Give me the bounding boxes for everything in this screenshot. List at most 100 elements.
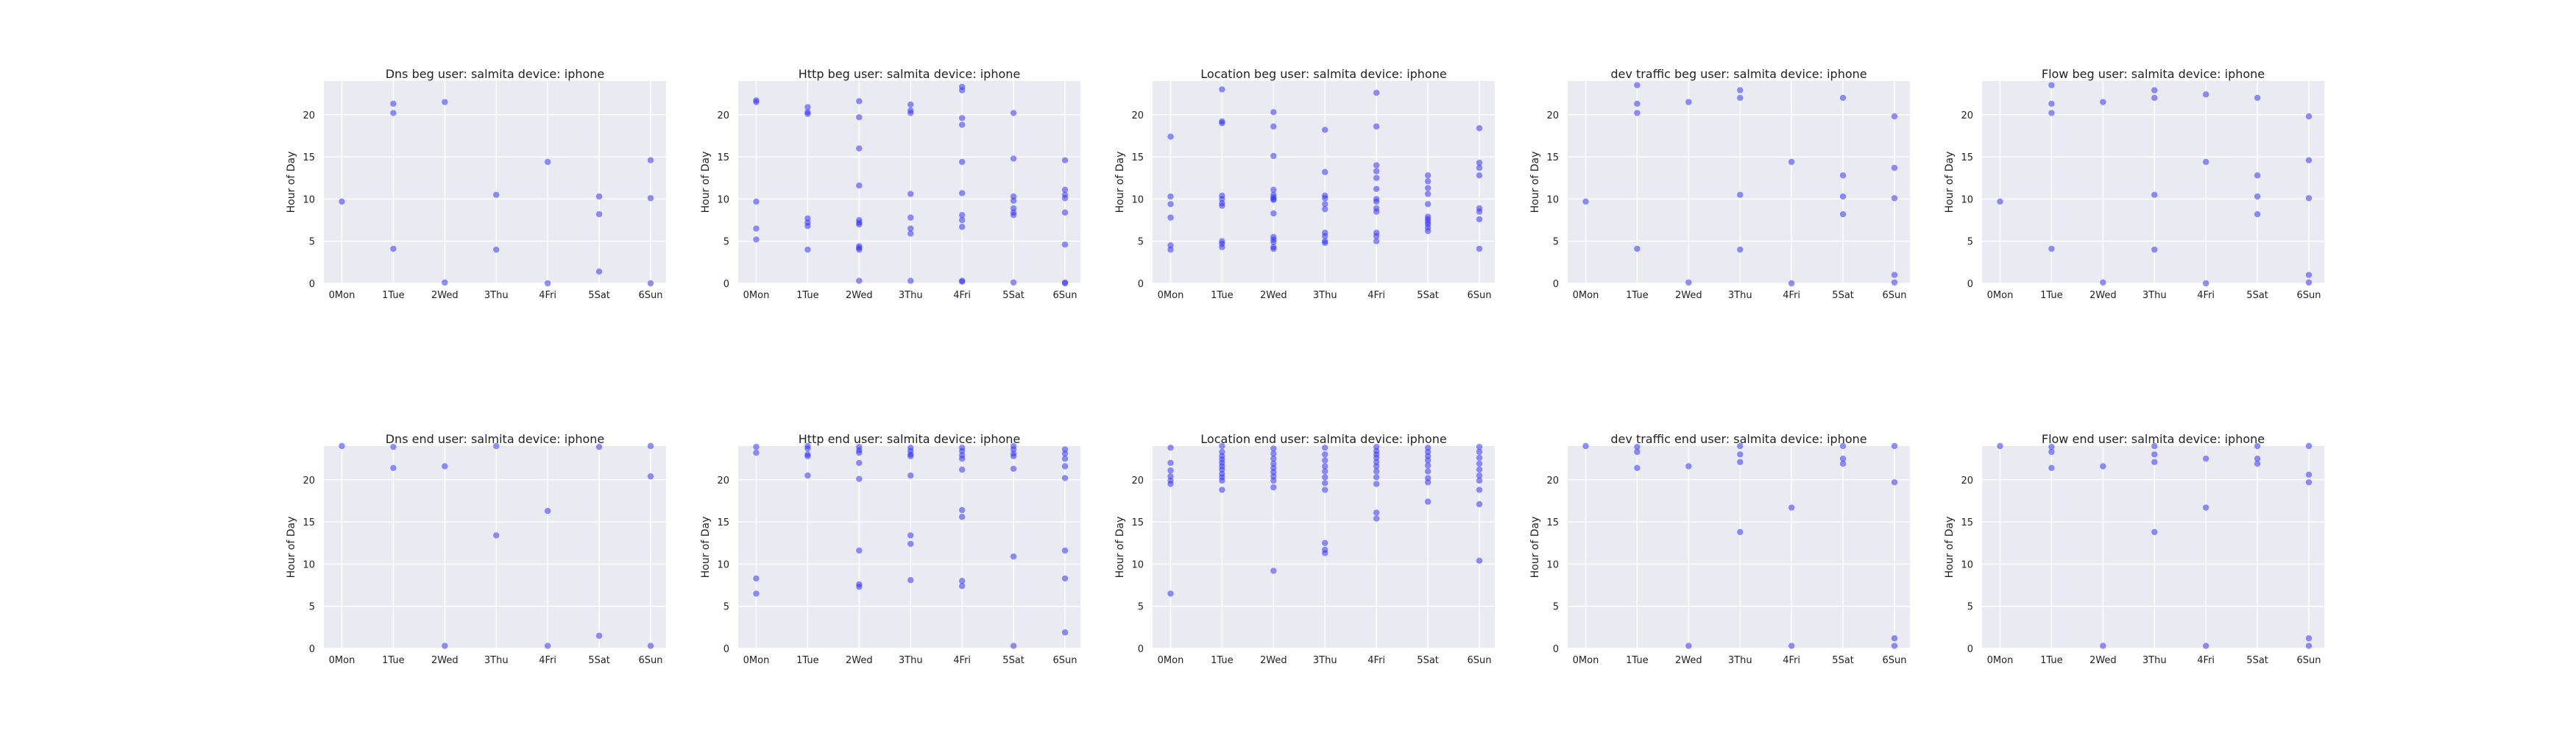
scatter-point <box>2202 504 2209 511</box>
scatter-point <box>907 532 914 539</box>
scatter-point <box>1061 157 1069 163</box>
scatter-point <box>1270 186 1277 194</box>
scatter-point <box>804 104 811 110</box>
scatter-point <box>1322 233 1328 240</box>
scatter-point <box>1270 245 1277 252</box>
scatter-point <box>1322 468 1328 475</box>
x-tick-label: 2Wed <box>431 290 459 301</box>
scatter-point <box>1839 460 1847 467</box>
scatter-point <box>2100 99 2106 105</box>
x-tick-label: 4Fri <box>539 290 556 301</box>
x-tick-label: 0Mon <box>1987 290 2014 301</box>
x-tick-label: 0Mon <box>1987 655 2014 666</box>
y-tick-label: 0 <box>1138 279 1144 290</box>
x-tick-label: 1Tue <box>1626 290 1648 301</box>
scatter-point <box>1322 486 1328 493</box>
scatter-point <box>390 100 397 107</box>
chart-title: Location beg user: salmita device: iphon… <box>1200 67 1446 81</box>
x-tick-label: 2Wed <box>1260 655 1287 666</box>
scatter-point <box>1373 198 1380 205</box>
x-tick-label: 1Tue <box>382 290 404 301</box>
plot-area <box>1568 446 1910 648</box>
x-tick-label: 0Mon <box>329 290 355 301</box>
x-tick-label: 1Tue <box>1211 655 1233 666</box>
scatter-point <box>595 210 603 218</box>
scatter-point <box>442 643 448 649</box>
y-axis-label: Hour of Day <box>1944 152 1956 213</box>
scatter-point <box>1061 209 1069 216</box>
scatter-point <box>1270 477 1277 484</box>
scatter-point <box>595 443 603 450</box>
x-tick-label: 5Sat <box>1832 290 1854 301</box>
y-tick-label: 15 <box>302 152 315 163</box>
scatter-point <box>856 221 863 227</box>
y-tick-label: 10 <box>302 559 315 570</box>
x-tick-label: 5Sat <box>2246 655 2268 666</box>
scatter-point <box>907 540 914 548</box>
scatter-point <box>1476 454 1483 461</box>
y-tick-label: 10 <box>1131 194 1144 205</box>
scatter-point <box>1424 172 1432 179</box>
x-tick-label: 3Thu <box>2142 290 2167 301</box>
scatter-point <box>2202 158 2209 166</box>
plot-area <box>324 446 666 648</box>
scatter-point <box>958 115 966 121</box>
scatter-point <box>753 575 760 582</box>
scatter-point <box>442 279 448 286</box>
y-axis-label: Hour of Day <box>700 517 712 578</box>
scatter-point <box>1373 515 1380 522</box>
scatter-point <box>804 222 811 230</box>
y-tick-label: 20 <box>1961 110 1973 121</box>
y-tick-label: 20 <box>717 475 729 486</box>
chart-title: Dns beg user: salmita device: iphone <box>386 67 605 81</box>
scatter-point <box>753 443 760 450</box>
scatter-point <box>804 246 811 253</box>
scatter-point <box>339 442 345 450</box>
scatter-point <box>907 576 914 584</box>
scatter-point <box>856 182 863 189</box>
scatter-point <box>1634 110 1641 116</box>
y-tick-label: 0 <box>309 279 315 290</box>
scatter-point <box>1010 465 1017 473</box>
x-tick-label: 4Fri <box>1783 290 1800 301</box>
scatter-point <box>856 584 863 590</box>
scatter-point <box>390 464 397 471</box>
y-tick-label: 10 <box>717 194 729 205</box>
x-tick-label: 0Mon <box>1158 655 1184 666</box>
scatter-point <box>907 472 914 479</box>
y-axis-label: Hour of Day <box>1114 517 1126 578</box>
scatter-point <box>1424 227 1432 235</box>
scatter-point <box>1270 455 1277 462</box>
scatter-point <box>2048 110 2055 116</box>
scatter-point <box>1270 152 1277 160</box>
scatter-point <box>2151 451 2158 458</box>
x-tick-label: 5Sat <box>1002 655 1025 666</box>
scatter-point <box>2151 528 2158 536</box>
scatter-point <box>1634 464 1641 471</box>
scatter-point <box>1839 455 1847 462</box>
scatter-point <box>1424 201 1432 208</box>
x-tick-label: 6Sun <box>1468 290 1492 301</box>
y-tick-label: 0 <box>309 644 315 655</box>
scatter-point <box>1997 442 2003 450</box>
chart-panel: Http beg user: salmita device: iphone 0Mo… <box>700 67 1080 301</box>
x-tick-label: 6Sun <box>639 290 663 301</box>
scatter-point <box>390 245 397 252</box>
scatter-point <box>1167 481 1174 487</box>
scatter-point <box>2048 464 2055 471</box>
y-tick-label: 0 <box>723 644 729 655</box>
x-tick-label: 5Sat <box>1417 290 1439 301</box>
scatter-point <box>1788 158 1795 166</box>
scatter-point <box>1010 553 1017 560</box>
y-tick-label: 5 <box>1967 602 1973 613</box>
scatter-point <box>1167 201 1174 208</box>
scatter-point <box>1322 205 1328 213</box>
chart-title: dev traffic beg user: salmita device: ip… <box>1610 67 1866 81</box>
x-tick-label: 2Wed <box>1260 290 1287 301</box>
scatter-point <box>595 632 603 640</box>
x-tick-label: 1Tue <box>382 655 404 666</box>
scatter-point <box>1373 468 1380 475</box>
x-tick-label: 6Sun <box>1053 290 1078 301</box>
scatter-point <box>1270 484 1277 491</box>
scatter-point <box>2305 442 2313 450</box>
